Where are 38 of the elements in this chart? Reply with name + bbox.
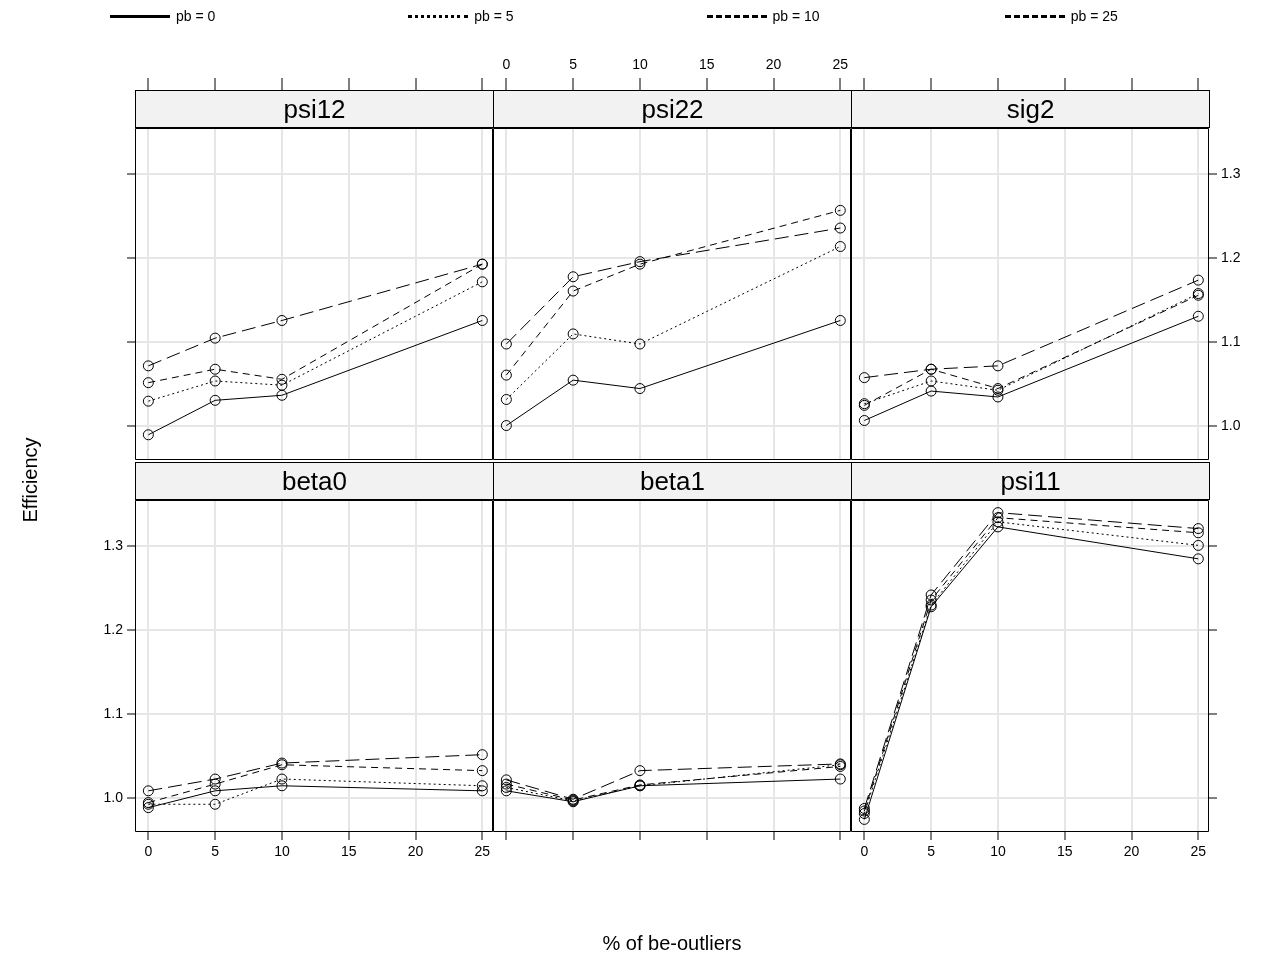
legend-label: pb = 10 [772, 8, 820, 24]
y2-tick-label: 1.2 [1221, 249, 1241, 266]
x-tick-label: 20 [407, 843, 424, 860]
x-tick-label: 25 [1190, 843, 1207, 860]
legend-label: pb = 0 [176, 8, 216, 24]
x-tick-label: 25 [474, 843, 491, 860]
x-tick-label: 15 [1056, 843, 1073, 860]
x-tick-label: 0 [144, 843, 153, 860]
chart-title: psi12 [135, 90, 494, 128]
legend-label: pb = 5 [474, 8, 514, 24]
y-axis-title: Efficiency [18, 437, 42, 523]
x-axis-title: % of be-outliers [602, 931, 742, 955]
x-tick-label: 0 [502, 56, 511, 73]
x-tick-label: 15 [698, 56, 715, 73]
x-tick-label: 5 [211, 843, 220, 860]
x-tick-label: 10 [632, 56, 648, 73]
chart-title: psi22 [493, 90, 852, 128]
y-tick-label: 1.3 [103, 537, 124, 554]
y-tick-label: 1.0 [103, 789, 124, 806]
legend-label: pb = 25 [1070, 8, 1118, 24]
y2-tick-label: 1.0 [1221, 417, 1241, 434]
y-tick-label: 1.2 [103, 621, 124, 638]
chart-title: beta0 [135, 462, 494, 500]
chart-title: psi11 [851, 462, 1210, 500]
x-tick-label: 20 [765, 56, 782, 73]
x-tick-label: 25 [832, 56, 849, 73]
x-tick-label: 20 [1123, 843, 1140, 860]
x-tick-label: 5 [569, 56, 578, 73]
y-tick-label: 1.1 [103, 705, 124, 722]
x-tick-label: 15 [340, 843, 357, 860]
chart-title: beta1 [493, 462, 852, 500]
x-tick-label: 10 [274, 843, 290, 860]
y2-tick-label: 1.3 [1221, 165, 1241, 182]
y2-tick-label: 1.1 [1221, 333, 1241, 350]
x-tick-label: 5 [927, 843, 936, 860]
x-tick-label: 0 [860, 843, 869, 860]
chart-title: sig2 [851, 90, 1210, 128]
x-tick-label: 10 [990, 843, 1006, 860]
